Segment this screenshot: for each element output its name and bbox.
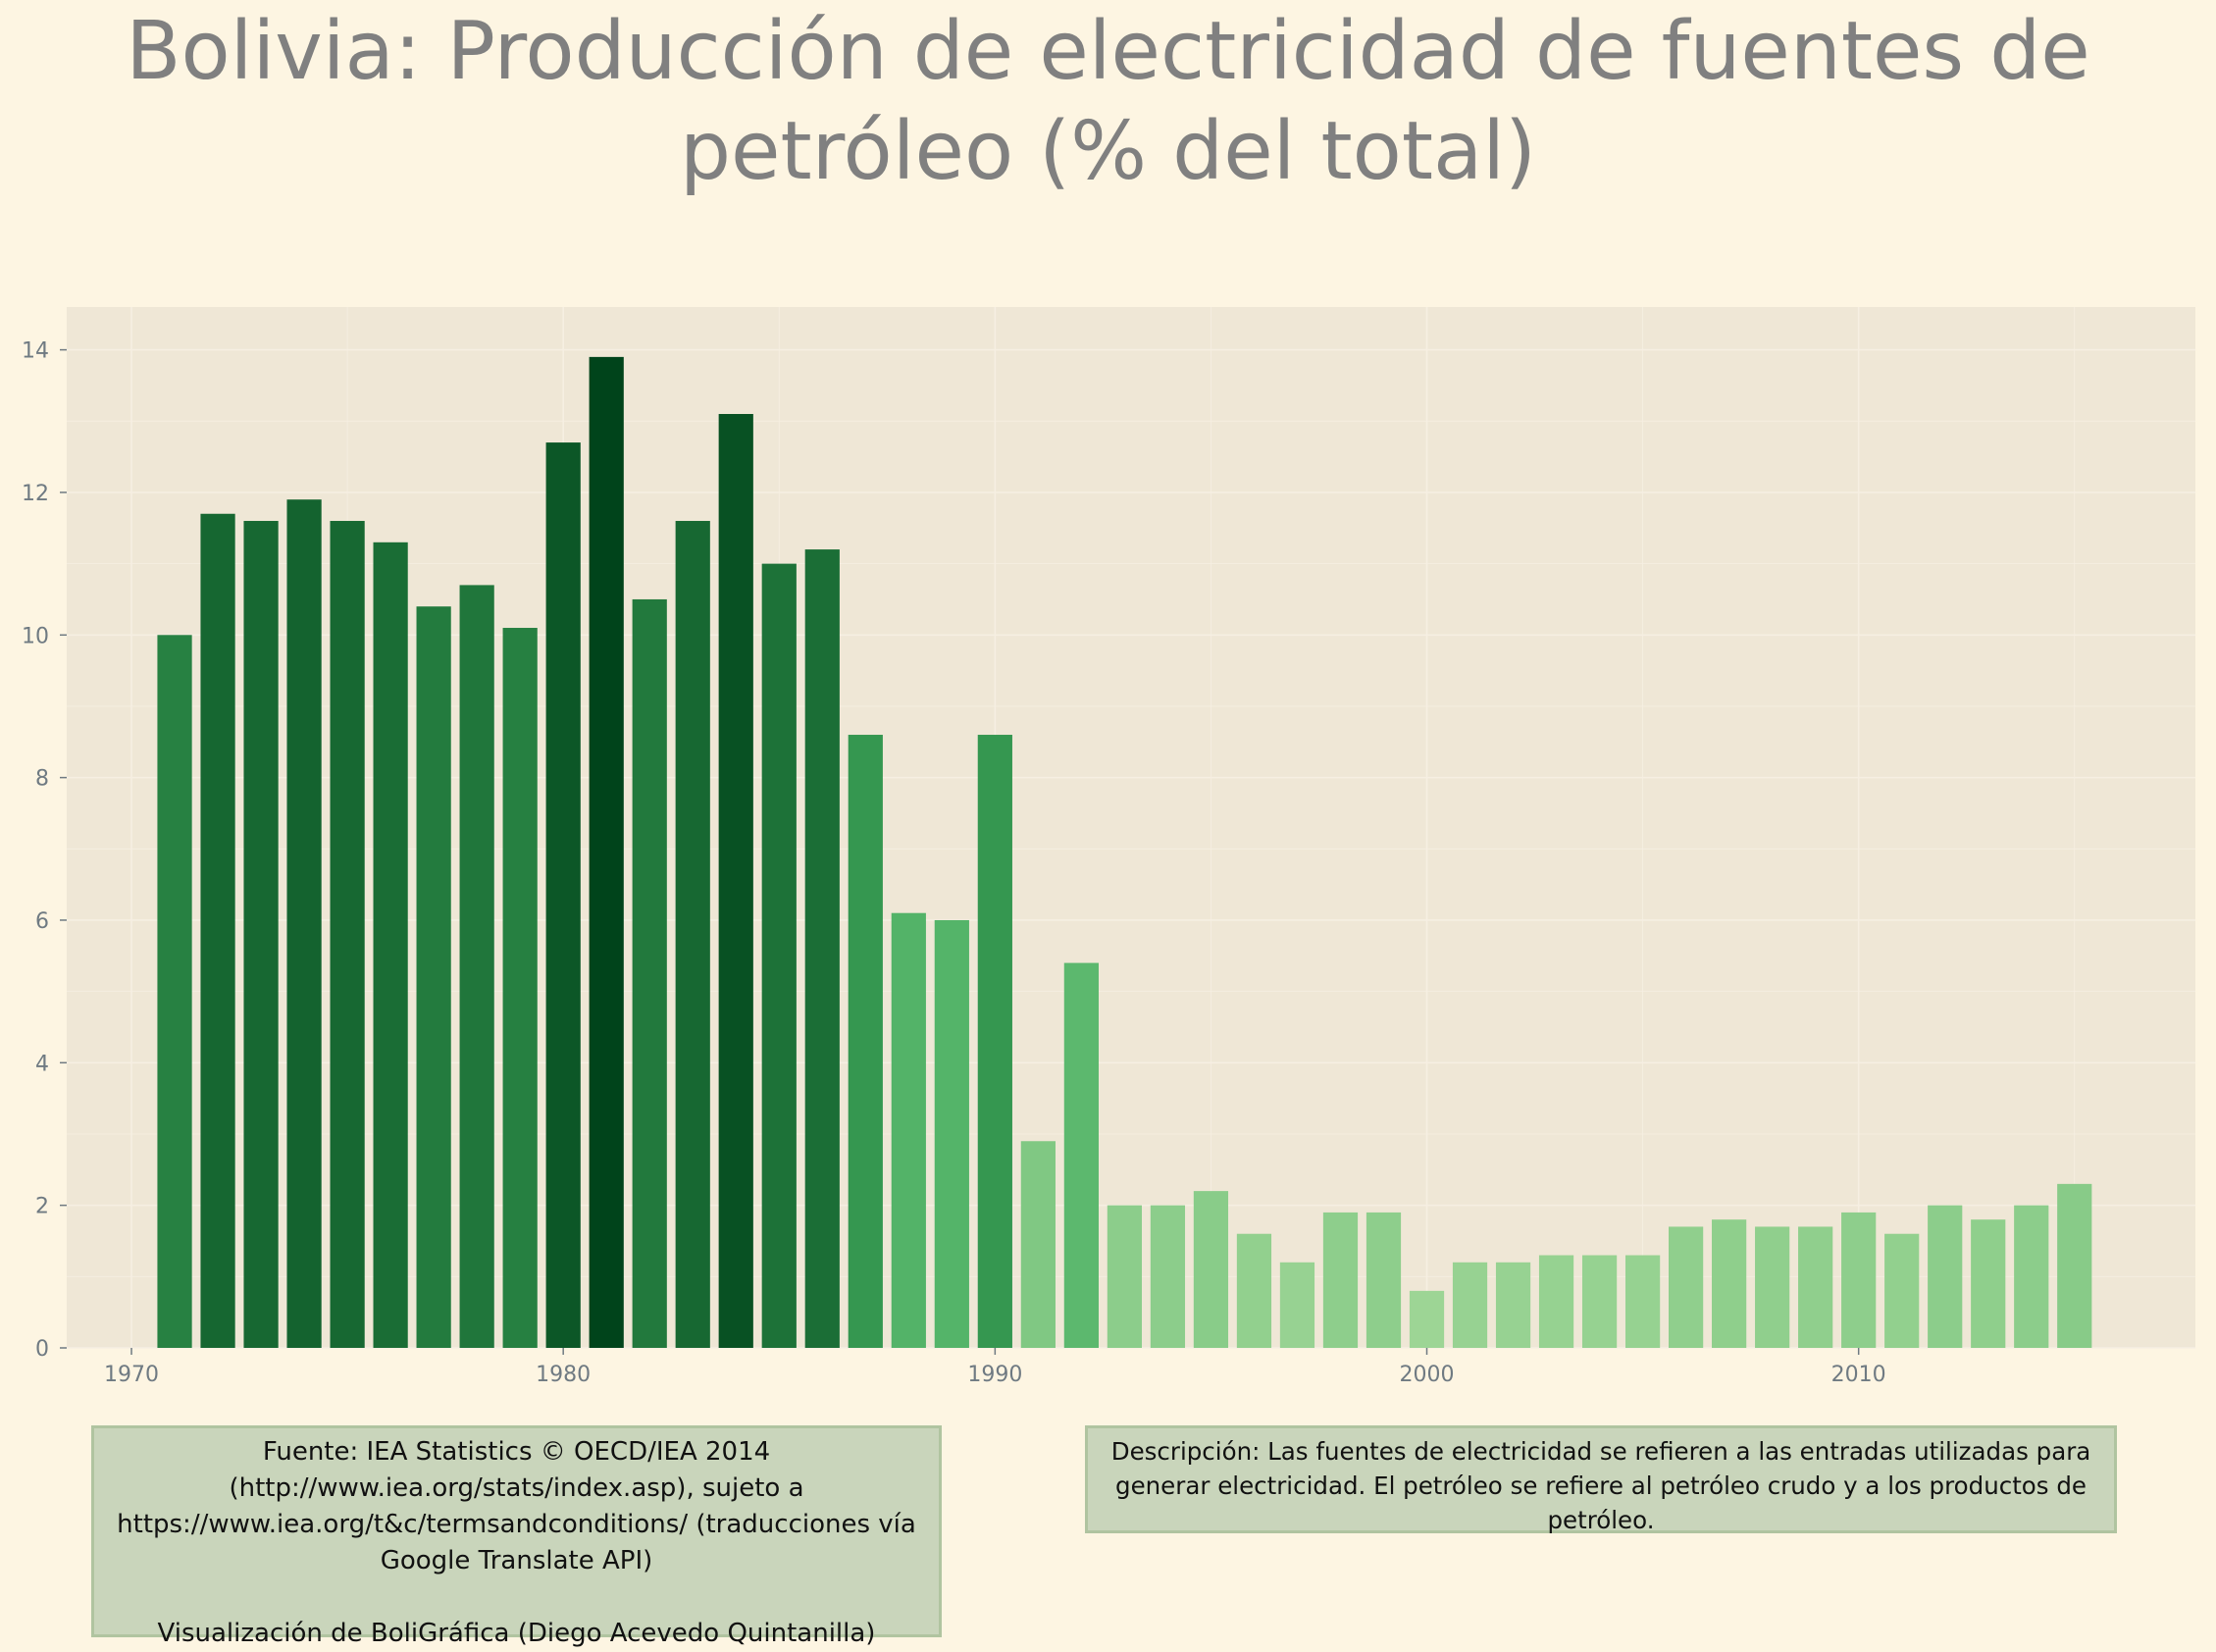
bar-2014 (2014, 1205, 2049, 1348)
bar-1991 (1020, 1141, 1056, 1348)
bar-1978 (459, 585, 494, 1348)
bar-1998 (1322, 1212, 1359, 1348)
bar-2011 (1884, 1233, 1920, 1348)
x-tick-label: 1970 (104, 1363, 159, 1387)
bar-2007 (1712, 1219, 1747, 1348)
bar-2008 (1755, 1226, 1790, 1348)
bar-1997 (1279, 1262, 1315, 1348)
y-tick-label: 0 (35, 1337, 49, 1362)
credit-text: Visualización de BoliGráfica (Diego Acev… (157, 1619, 876, 1648)
bar-1995 (1193, 1191, 1229, 1348)
bar-1993 (1107, 1205, 1143, 1348)
bar-2015 (2057, 1183, 2092, 1348)
bar-1980 (545, 442, 581, 1349)
bar-2003 (1538, 1255, 1574, 1348)
bar-1975 (330, 521, 365, 1348)
bar-1972 (200, 513, 235, 1348)
bar-1977 (416, 606, 451, 1348)
x-tick-label: 1980 (536, 1363, 591, 1387)
x-tick-label: 1990 (967, 1363, 1022, 1387)
y-tick-label: 6 (35, 909, 49, 934)
y-tick-label: 14 (22, 339, 49, 364)
bar-1989 (934, 919, 969, 1348)
x-tick-label: 2000 (1400, 1363, 1455, 1387)
source-text: Fuente: IEA Statistics © OECD/IEA 2014 (… (117, 1437, 916, 1575)
bar-1986 (804, 549, 840, 1348)
axis-layer: 0 2 4 6 8 10 12 14 1970 1980 1990 2000 2010 (22, 339, 1886, 1387)
bar-2000 (1409, 1290, 1445, 1348)
bar-2005 (1624, 1255, 1661, 1348)
bar-1999 (1366, 1212, 1402, 1348)
description-text: Descripción: Las fuentes de electricidad… (1110, 1437, 2091, 1534)
y-tick-label: 2 (35, 1195, 49, 1219)
bar-1974 (286, 499, 322, 1348)
bar-1985 (761, 563, 797, 1348)
bar-2012 (1928, 1205, 1963, 1348)
x-tick-label: 2010 (1831, 1363, 1886, 1387)
bar-1971 (157, 635, 192, 1348)
bar-2004 (1581, 1255, 1618, 1348)
bar-layer (157, 356, 2092, 1349)
bar-1994 (1150, 1205, 1186, 1348)
bar-1979 (502, 628, 538, 1348)
bar-2010 (1841, 1212, 1877, 1348)
y-tick-label: 10 (22, 624, 49, 648)
bar-1982 (632, 598, 667, 1348)
y-tick-label: 8 (35, 767, 49, 792)
y-tick-label: 4 (35, 1052, 49, 1076)
bar-1992 (1063, 962, 1099, 1348)
bar-2013 (1971, 1219, 2006, 1348)
source-note: Fuente: IEA Statistics © OECD/IEA 2014 (… (91, 1425, 942, 1648)
bar-1983 (675, 521, 710, 1348)
bar-1976 (373, 542, 408, 1348)
bar-1984 (718, 414, 753, 1348)
chart-title-text: Bolivia: Producción de electricidad de f… (126, 5, 2090, 198)
bar-1990 (977, 735, 1012, 1348)
bar-1973 (243, 521, 279, 1348)
bar-2009 (1798, 1226, 1833, 1348)
description-note: Descripción: Las fuentes de electricidad… (1085, 1425, 2117, 1534)
bar-1988 (891, 912, 926, 1348)
y-tick-label: 12 (22, 482, 49, 506)
chart-title: Bolivia: Producción de electricidad de f… (0, 0, 2216, 294)
bar-2006 (1669, 1226, 1704, 1348)
bar-2002 (1495, 1262, 1531, 1348)
bar-1996 (1236, 1233, 1272, 1348)
bar-1981 (589, 356, 624, 1348)
bar-2001 (1452, 1262, 1488, 1348)
bar-1987 (848, 735, 883, 1348)
